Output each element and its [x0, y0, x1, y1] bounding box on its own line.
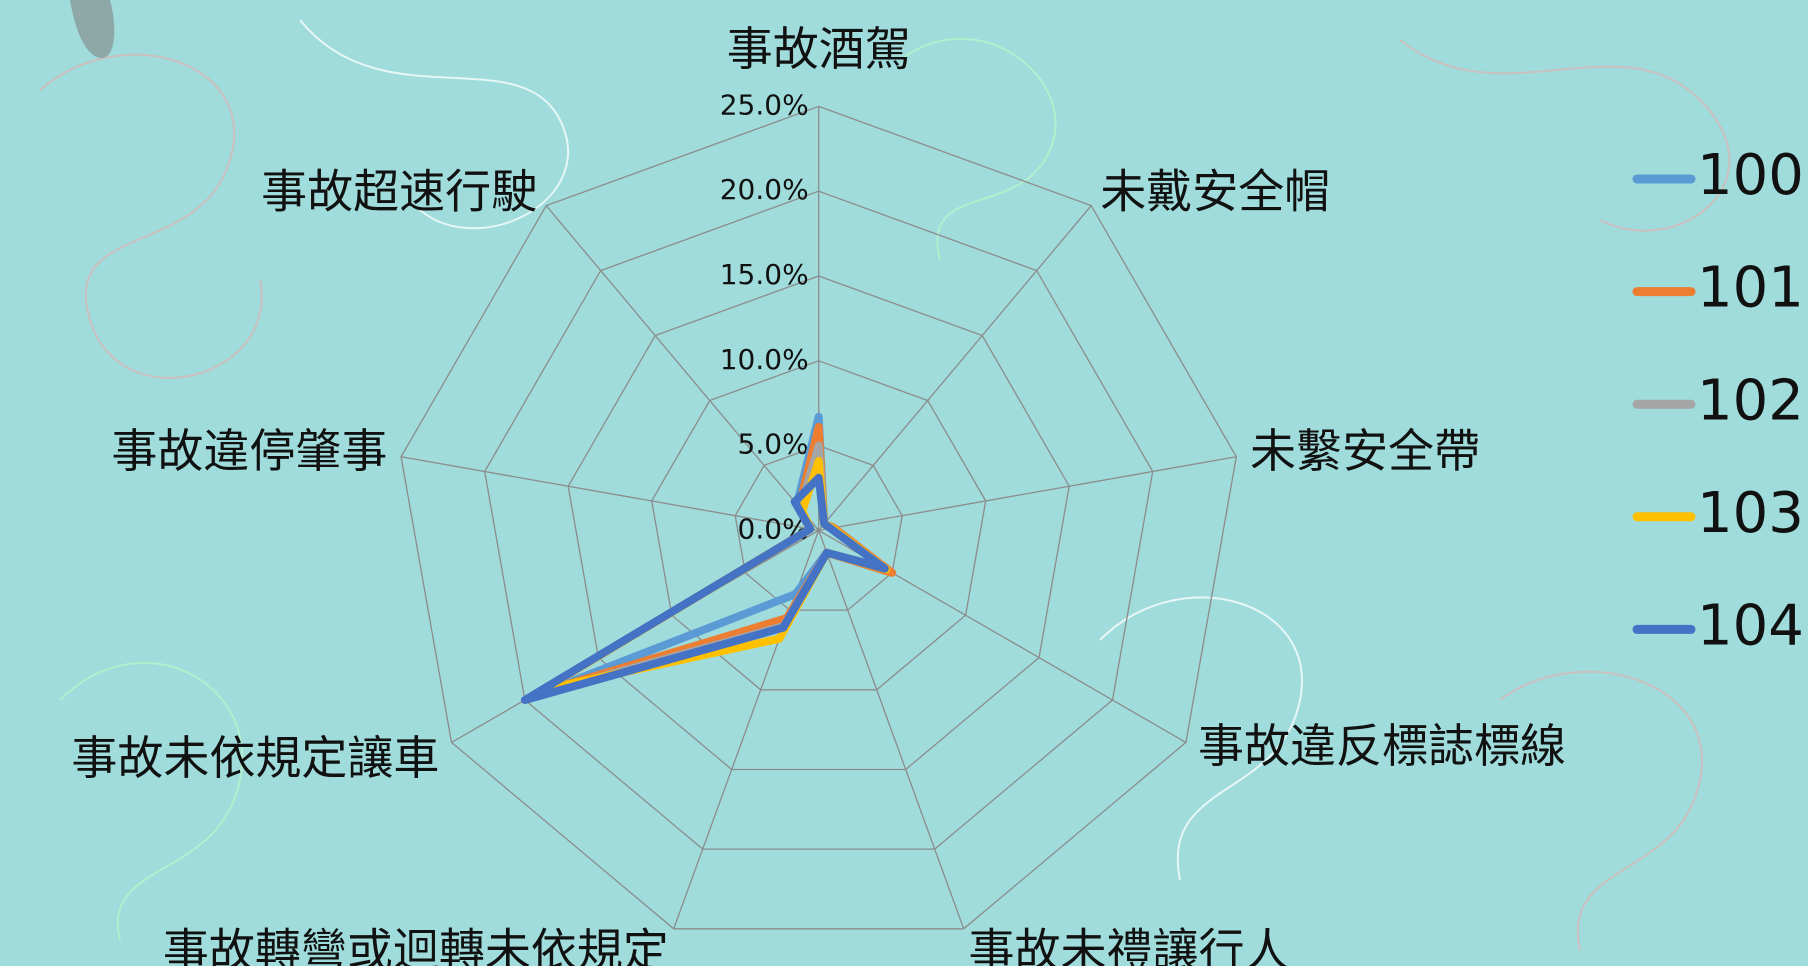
- decor: [39, 53, 263, 379]
- spoke: [818, 205, 1092, 531]
- grid-ring: [734, 444, 903, 611]
- category-label: 事故酒駕: [727, 22, 911, 76]
- decor: [899, 38, 1057, 261]
- legend-label: 103: [1697, 481, 1804, 546]
- category-label: 事故轉彎或迴轉未依規定: [163, 923, 669, 966]
- decor: [1499, 670, 1703, 951]
- category-label: 事故違停肇事: [111, 424, 387, 478]
- decor: [1099, 596, 1303, 881]
- background-pattern: [39, 19, 1731, 951]
- grid-ring: [400, 105, 1237, 930]
- r-tick-label: 15.0%: [720, 258, 809, 291]
- series-line: [520, 473, 889, 704]
- decor: [299, 19, 569, 230]
- spoke: [818, 456, 1237, 532]
- spoke: [818, 530, 965, 930]
- r-tick-label: 25.0%: [720, 88, 809, 121]
- decor: [59, 661, 244, 941]
- r-tick-label: 10.0%: [720, 343, 809, 376]
- legend-label: 101: [1697, 256, 1804, 321]
- r-tick-label: 5.0%: [738, 428, 809, 461]
- r-tick-label: 20.0%: [720, 173, 809, 206]
- grid-ring: [651, 360, 987, 691]
- category-label: 事故違反標誌標線: [1198, 719, 1566, 773]
- grid-ring: [484, 190, 1154, 850]
- decor: [1399, 39, 1731, 232]
- decor: [70, 0, 115, 59]
- grid-ring: [567, 275, 1070, 771]
- spoke: [401, 456, 819, 532]
- category-label: 事故未禮讓行人: [969, 923, 1291, 966]
- category-label: 事故未依規定讓車: [71, 731, 439, 785]
- category-label: 未戴安全帽: [1100, 164, 1330, 218]
- legend-label: 104: [1697, 594, 1804, 659]
- legend-label: 100: [1697, 143, 1804, 208]
- spoke: [545, 205, 820, 531]
- legend-label: 102: [1697, 368, 1804, 433]
- category-label: 未繫安全帶: [1250, 424, 1480, 478]
- category-label: 事故超速行駛: [261, 164, 537, 218]
